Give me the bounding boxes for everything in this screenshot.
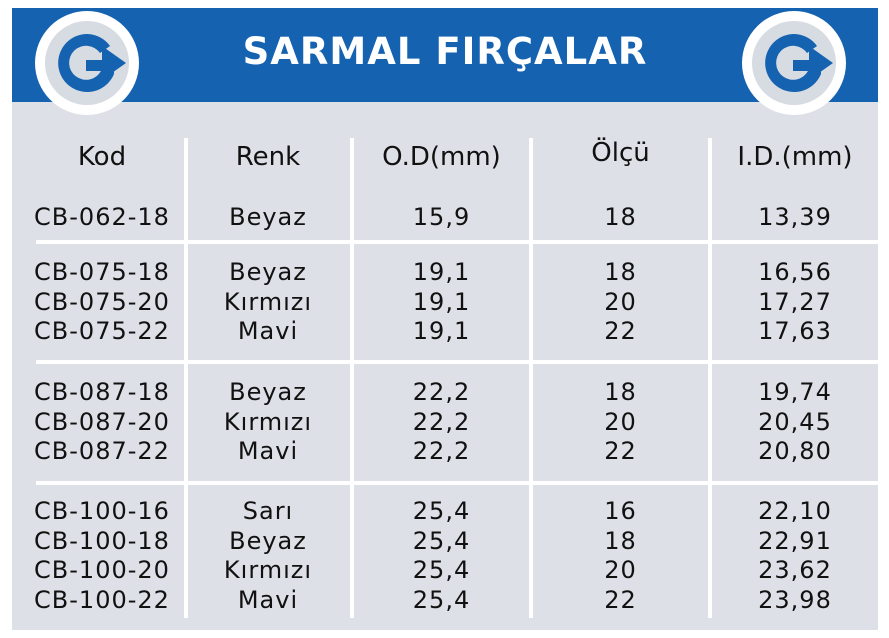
- column-header-id: I.D.(mm): [737, 142, 853, 172]
- cell-renk: Beyaz: [229, 526, 307, 555]
- cell-kod: CB-075-20: [34, 287, 170, 316]
- cell-olcu: 18: [604, 378, 637, 406]
- column-header-kod: Kod: [77, 142, 127, 172]
- cell-olcu: 18: [604, 203, 637, 231]
- cell-renk: Kırmızı: [223, 287, 313, 316]
- cell-renk: Beyaz: [229, 258, 307, 286]
- cell-od: 15,9: [412, 203, 471, 231]
- cell-kod: CB-075-22: [34, 317, 170, 345]
- cell-renk: Kırmızı: [223, 407, 313, 436]
- header-banner: SARMAL FIRÇALAR: [12, 8, 878, 102]
- table-panel: [12, 8, 878, 630]
- g-arrow-logo-icon: [35, 11, 139, 115]
- cell-id: 23,62: [758, 556, 832, 584]
- cell-id: 22,91: [758, 526, 832, 555]
- cell-od: 25,4: [412, 497, 471, 525]
- cell-renk: Kırmızı: [223, 556, 313, 584]
- cell-id: 20,80: [758, 437, 832, 465]
- cell-id: 17,63: [758, 317, 832, 345]
- group-divider: [36, 360, 878, 364]
- cell-kod: CB-087-20: [34, 407, 170, 436]
- column-header-renk: Renk: [235, 142, 301, 172]
- cell-renk: Beyaz: [229, 203, 307, 231]
- cell-od: 25,4: [412, 585, 471, 614]
- cell-id: 20,45: [758, 407, 832, 436]
- cell-olcu: 18: [604, 258, 637, 286]
- cell-kod: CB-100-18: [34, 526, 170, 555]
- cell-od: 19,1: [412, 317, 471, 345]
- cell-kod: CB-100-20: [34, 556, 170, 584]
- cell-renk: Mavi: [237, 585, 299, 614]
- cell-od: 22,2: [412, 378, 471, 406]
- cell-renk: Beyaz: [229, 378, 307, 406]
- cell-od: 19,1: [412, 287, 471, 316]
- cell-id: 23,98: [758, 585, 832, 614]
- cell-kod: CB-100-22: [34, 585, 170, 614]
- cell-olcu: 16: [604, 497, 637, 525]
- cell-olcu: 22: [604, 585, 637, 614]
- cell-renk: Sarı: [242, 497, 294, 525]
- cell-olcu: 20: [604, 556, 637, 584]
- cell-od: 22,2: [412, 437, 471, 465]
- cell-id: 17,27: [758, 287, 832, 316]
- cell-olcu: 20: [604, 287, 637, 316]
- cell-kod: CB-100-16: [34, 497, 170, 525]
- cell-od: 19,1: [412, 258, 471, 286]
- cell-olcu: 18: [604, 526, 637, 555]
- cell-olcu: 22: [604, 317, 637, 345]
- cell-kod: CB-087-18: [34, 378, 170, 406]
- cell-od: 22,2: [412, 407, 471, 436]
- column-divider: [184, 138, 188, 618]
- cell-renk: Mavi: [237, 317, 299, 345]
- cell-od: 25,4: [412, 556, 471, 584]
- cell-kod: CB-075-18: [34, 258, 170, 286]
- cell-olcu: 20: [604, 407, 637, 436]
- cell-id: 16,56: [758, 258, 832, 286]
- cell-kod: CB-062-18: [34, 203, 170, 231]
- cell-id: 22,10: [758, 497, 832, 525]
- g-arrow-logo-icon: [742, 11, 846, 115]
- cell-kod: CB-087-22: [34, 437, 170, 465]
- cell-renk: Mavi: [237, 437, 299, 465]
- column-header-od: O.D(mm): [382, 142, 501, 172]
- group-divider: [36, 481, 878, 485]
- cell-olcu: 22: [604, 437, 637, 465]
- page-title: SARMAL FIRÇALAR: [242, 30, 648, 73]
- cell-od: 25,4: [412, 526, 471, 555]
- cell-id: 19,74: [758, 378, 832, 406]
- column-divider: [708, 138, 712, 618]
- column-divider: [350, 138, 354, 618]
- group-divider: [36, 240, 878, 244]
- cell-id: 13,39: [758, 203, 832, 231]
- column-divider: [529, 138, 533, 618]
- column-header-olcu: Ölçü: [591, 138, 650, 168]
